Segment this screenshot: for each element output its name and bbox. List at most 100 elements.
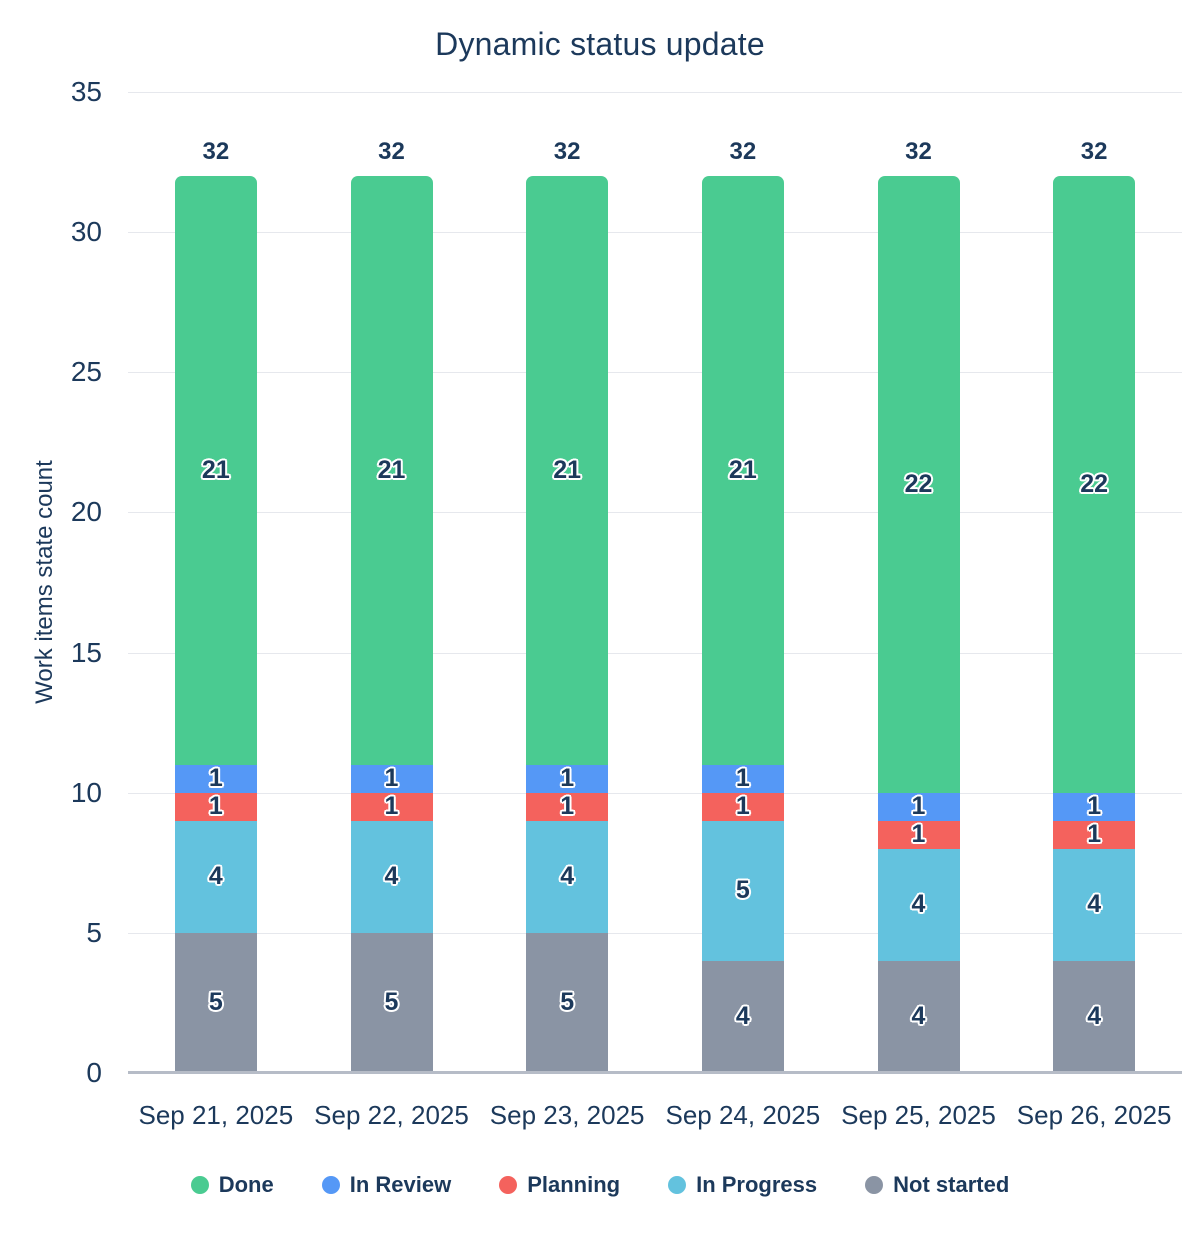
bar-segment-planning[interactable]: 1: [877, 820, 960, 849]
gridline: [128, 792, 1182, 794]
legend-label: Planning: [527, 1172, 621, 1197]
x-tick-label: Sep 25, 2025: [841, 1100, 996, 1130]
segment-value-label: 1: [208, 764, 223, 793]
segment-value-label: 1: [735, 764, 750, 793]
legend-swatch-icon: [321, 1176, 340, 1194]
bar-segment-not-started[interactable]: 5: [174, 932, 257, 1073]
segment-value-label: 1: [1087, 792, 1102, 821]
bar-segment-not-started[interactable]: 4: [701, 960, 784, 1073]
segment-value-label: 5: [208, 988, 223, 1017]
bar-segment-not-started[interactable]: 4: [877, 960, 960, 1073]
gridline: [128, 232, 1182, 234]
bar-segment-in-review[interactable]: 1: [1053, 792, 1136, 821]
segment-value-label: 1: [208, 792, 223, 821]
legend-item-not-started[interactable]: Not started: [865, 1172, 1009, 1198]
segment-value-label: 1: [560, 764, 575, 793]
chart-title: Dynamic status update: [435, 26, 765, 62]
bar-segment-not-started[interactable]: 4: [1053, 960, 1136, 1073]
segment-value-label: 4: [735, 1002, 750, 1031]
legend-item-planning[interactable]: Planning: [499, 1172, 620, 1198]
bar-total-label: 32: [729, 138, 757, 166]
x-tick-label: Sep 21, 2025: [138, 1100, 294, 1130]
segment-value-label: 1: [384, 764, 399, 793]
bar-segment-done[interactable]: 21: [350, 176, 433, 765]
bar-segment-planning[interactable]: 1: [174, 792, 257, 821]
bar-total-label: 32: [1080, 138, 1108, 166]
gridline: [128, 652, 1182, 654]
segment-value-label: 1: [735, 792, 750, 821]
segment-value-label: 1: [560, 792, 575, 821]
segment-value-label: 4: [911, 1002, 926, 1031]
legend: Done In Review Planning In Progress Not star…: [0, 1172, 1200, 1198]
gridline: [128, 372, 1182, 374]
segment-value-label: 4: [1087, 890, 1102, 919]
legend-item-in-progress[interactable]: In Progress: [668, 1172, 817, 1198]
segment-value-label: 21: [728, 455, 757, 484]
bar-segment-done[interactable]: 21: [174, 176, 257, 765]
y-tick-label: 10: [70, 776, 102, 808]
segment-value-label: 1: [911, 820, 926, 849]
legend-item-in-review[interactable]: In Review: [321, 1172, 452, 1198]
bar-segment-done[interactable]: 22: [877, 176, 960, 793]
bar-segment-in-review[interactable]: 1: [701, 764, 784, 793]
bar-segment-in-progress[interactable]: 4: [877, 848, 960, 961]
segment-value-label: 21: [553, 455, 582, 484]
bar-segment-planning[interactable]: 1: [526, 792, 609, 821]
gridline: [128, 512, 1182, 514]
bar-segment-in-progress[interactable]: 4: [526, 820, 609, 933]
bar-total-label: 32: [553, 138, 581, 166]
legend-swatch-icon: [499, 1176, 518, 1194]
gridline: [128, 92, 1182, 93]
legend-label: Not started: [893, 1172, 1010, 1197]
bar-segment-in-review[interactable]: 1: [350, 764, 433, 793]
segment-value-label: 21: [201, 455, 230, 484]
bar-total-label: 32: [378, 138, 405, 166]
bar-column-sep-22,-2025: 5 4 1 1 21 32: [350, 138, 433, 1073]
bar-segment-planning[interactable]: 1: [1053, 820, 1136, 849]
segment-value-label: 21: [377, 455, 406, 484]
legend-label: Done: [218, 1172, 274, 1197]
legend-swatch-icon: [865, 1176, 884, 1194]
bar-segment-in-review[interactable]: 1: [526, 764, 609, 793]
segment-value-label: 4: [1087, 1002, 1102, 1031]
y-tick-label: 30: [70, 216, 102, 248]
bar-segment-done[interactable]: 21: [701, 176, 784, 765]
y-tick-label: 20: [70, 496, 102, 528]
segment-value-label: 22: [1080, 469, 1109, 498]
segment-value-label: 4: [208, 862, 223, 891]
legend-item-done[interactable]: Done: [190, 1172, 274, 1198]
bar-segment-done[interactable]: 21: [526, 176, 609, 765]
bar-total-label: 32: [905, 138, 932, 166]
x-axis-line: [128, 1071, 1182, 1074]
bar-segment-in-progress[interactable]: 4: [1053, 848, 1136, 961]
x-tick-label: Sep 22, 2025: [314, 1100, 469, 1130]
legend-swatch-icon: [190, 1176, 209, 1194]
bar-segment-in-review[interactable]: 1: [174, 764, 257, 793]
bar-column-sep-21,-2025: 5 4 1 1 21 32: [174, 138, 257, 1073]
bar-segment-in-review[interactable]: 1: [877, 792, 960, 821]
bar-segment-in-progress[interactable]: 4: [174, 820, 257, 933]
bar-segment-in-progress[interactable]: 4: [350, 820, 433, 933]
x-tick-label: Sep 23, 2025: [489, 1100, 645, 1130]
segment-value-label: 5: [560, 988, 575, 1017]
bar-column-sep-25,-2025: 4 4 1 1 22 32: [877, 138, 960, 1073]
segment-value-label: 4: [911, 890, 926, 919]
bar-segment-planning[interactable]: 1: [701, 792, 784, 821]
bar-segment-not-started[interactable]: 5: [526, 932, 609, 1073]
plot-area: 5 4 1 1 21 32 5 4 1 1 21 32 5 4 1 1 21 32 4 5 1 1 21 32 4 4 1 1 22 32…: [128, 92, 1182, 1074]
bar-segment-planning[interactable]: 1: [350, 792, 433, 821]
bar-column-sep-23,-2025: 5 4 1 1 21 32: [526, 138, 609, 1073]
segment-value-label: 5: [384, 988, 399, 1017]
x-tick-label: Sep 26, 2025: [1016, 1100, 1172, 1130]
legend-label: In Review: [349, 1172, 452, 1197]
segment-value-label: 4: [560, 862, 575, 891]
bar-segment-done[interactable]: 22: [1053, 176, 1136, 793]
gridline: [128, 932, 1182, 934]
y-tick-label: 0: [86, 1057, 102, 1088]
bar-segment-in-progress[interactable]: 5: [701, 820, 784, 961]
segment-value-label: 1: [1087, 820, 1102, 849]
segment-value-label: 22: [904, 469, 933, 498]
bar-segment-not-started[interactable]: 5: [350, 932, 433, 1073]
y-tick-label: 5: [86, 916, 102, 948]
